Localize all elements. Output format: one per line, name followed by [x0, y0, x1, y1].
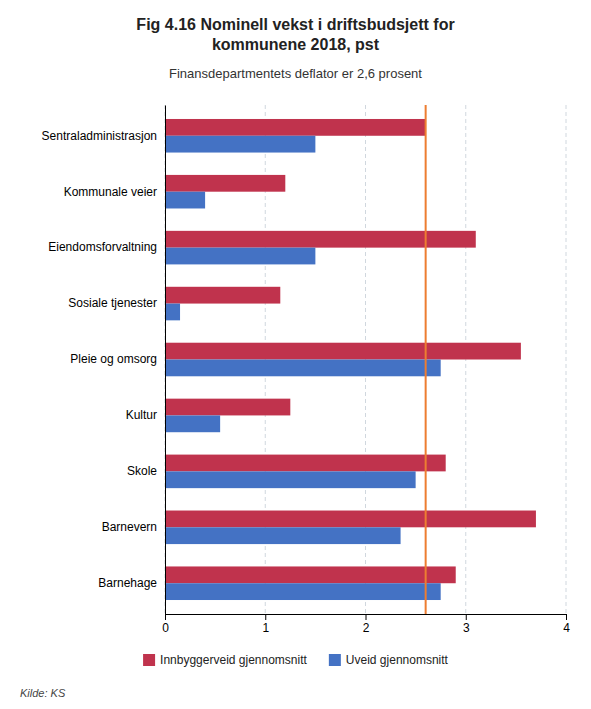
- x-tick-label: 3: [463, 621, 470, 635]
- series: [165, 136, 441, 600]
- bars: [165, 105, 536, 614]
- bar: [165, 304, 180, 321]
- bar: [165, 511, 536, 528]
- x-tick-mark: [466, 614, 467, 620]
- x-tick: 1: [262, 614, 269, 635]
- bar: [165, 399, 290, 416]
- bar: [165, 287, 280, 304]
- x-tick-mark: [566, 614, 567, 620]
- y-axis: Sentraladministrasjon Kommunale veier Eien…: [42, 106, 166, 615]
- bar: [165, 231, 476, 248]
- grid-line: [165, 105, 166, 614]
- y-tick-label: Barnehage: [98, 576, 157, 590]
- legend-item: Uveid gjennomsnitt: [329, 653, 449, 667]
- y-tick-label: Barnevern: [102, 520, 157, 534]
- y-tick: Pleie og omsorg: [70, 352, 165, 366]
- x-tick: 3: [463, 614, 470, 635]
- bar: [165, 583, 441, 600]
- bar: [165, 192, 205, 209]
- legend-swatch: [329, 654, 341, 666]
- x-tick: 4: [563, 614, 570, 635]
- y-tick-label: Kultur: [126, 408, 157, 422]
- x-axis: 0 1 2 3 4: [162, 614, 570, 635]
- y-tick-label: Eiendomsforvaltning: [48, 240, 157, 254]
- bar: [165, 471, 416, 488]
- title-line: Fig 4.16 Nominell vekst i driftsbudsjett…: [136, 16, 454, 33]
- y-tick-label: Sentraladministrasjon: [42, 129, 157, 143]
- chart: Fig 4.16 Nominell vekst i driftsbudsjett…: [0, 0, 591, 709]
- x-tick-mark: [366, 614, 367, 620]
- bar: [165, 455, 446, 472]
- y-tick: Sentraladministrasjon: [42, 129, 165, 143]
- grid-line: [566, 105, 567, 614]
- legend-label: Innbyggerveid gjennomsnitt: [160, 653, 307, 667]
- x-tick-label: 0: [162, 621, 169, 635]
- bar: [165, 343, 521, 360]
- bar: [165, 119, 426, 136]
- series: [165, 119, 536, 583]
- y-tick: Eiendomsforvaltning: [48, 240, 165, 254]
- y-tick: Kultur: [126, 408, 165, 422]
- y-tick: Sosiale tjenester: [68, 296, 165, 310]
- x-tick-label: 2: [363, 621, 370, 635]
- source: Kilde: KS: [20, 687, 66, 699]
- y-tick-label: Pleie og omsorg: [70, 352, 157, 366]
- plot: 0 1 2 3 4 Sentraladministrasjon Kommunale veie…: [42, 105, 571, 635]
- y-tick: Skole: [127, 464, 165, 478]
- legend: Innbyggerveid gjennomsnitt Uveid gjennoms…: [143, 653, 448, 667]
- reference-line: [425, 105, 427, 614]
- x-tick-label: 1: [262, 621, 269, 635]
- x-tick-mark: [165, 614, 166, 620]
- x-tick: 0: [162, 614, 169, 635]
- subtitle: Finansdepartmentets deflator er 2,6 pros…: [169, 66, 422, 81]
- legend-item: Innbyggerveid gjennomsnitt: [143, 653, 307, 667]
- bar: [165, 248, 315, 265]
- bar: [165, 415, 220, 432]
- title-line: kommunene 2018, pst: [212, 36, 380, 53]
- x-axis-line: [166, 615, 567, 621]
- title: Fig 4.16 Nominell vekst i driftsbudsjett…: [136, 16, 454, 53]
- bar: [165, 175, 285, 192]
- y-tick: Barnevern: [102, 520, 165, 534]
- grid: [165, 105, 566, 614]
- y-tick: Barnehage: [98, 576, 165, 590]
- legend-label: Uveid gjennomsnitt: [346, 653, 449, 667]
- x-tick: 2: [363, 614, 370, 635]
- bar: [165, 360, 441, 377]
- y-tick-label: Kommunale veier: [64, 185, 157, 199]
- legend-swatch: [143, 654, 155, 666]
- y-axis-line: [165, 106, 166, 615]
- x-tick-mark: [265, 614, 266, 620]
- bar: [165, 566, 456, 583]
- bar: [165, 136, 315, 153]
- y-tick-label: Sosiale tjenester: [68, 296, 157, 310]
- y-tick-label: Skole: [127, 464, 157, 478]
- y-tick: Kommunale veier: [64, 185, 165, 199]
- x-tick-label: 4: [563, 621, 570, 635]
- bar: [165, 527, 401, 544]
